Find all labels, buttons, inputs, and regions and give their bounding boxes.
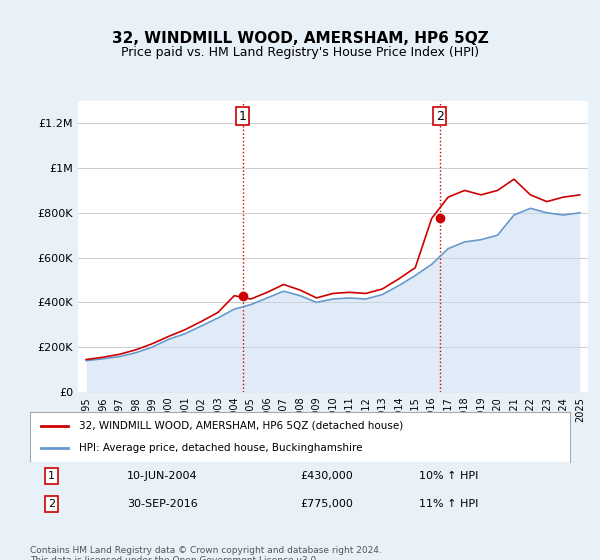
- Text: 11% ↑ HPI: 11% ↑ HPI: [419, 499, 478, 509]
- Text: HPI: Average price, detached house, Buckinghamshire: HPI: Average price, detached house, Buck…: [79, 443, 362, 453]
- Text: 2: 2: [48, 499, 55, 509]
- Text: 1: 1: [239, 110, 247, 123]
- Text: £775,000: £775,000: [300, 499, 353, 509]
- Text: 1: 1: [48, 471, 55, 481]
- Text: 32, WINDMILL WOOD, AMERSHAM, HP6 5QZ: 32, WINDMILL WOOD, AMERSHAM, HP6 5QZ: [112, 31, 488, 46]
- Text: 2: 2: [436, 110, 444, 123]
- Text: 30-SEP-2016: 30-SEP-2016: [127, 499, 198, 509]
- Text: 10-JUN-2004: 10-JUN-2004: [127, 471, 198, 481]
- Text: 32, WINDMILL WOOD, AMERSHAM, HP6 5QZ (detached house): 32, WINDMILL WOOD, AMERSHAM, HP6 5QZ (de…: [79, 421, 403, 431]
- Text: Price paid vs. HM Land Registry's House Price Index (HPI): Price paid vs. HM Land Registry's House …: [121, 46, 479, 59]
- Text: 10% ↑ HPI: 10% ↑ HPI: [419, 471, 478, 481]
- Text: £430,000: £430,000: [300, 471, 353, 481]
- Text: Contains HM Land Registry data © Crown copyright and database right 2024.
This d: Contains HM Land Registry data © Crown c…: [30, 546, 382, 560]
